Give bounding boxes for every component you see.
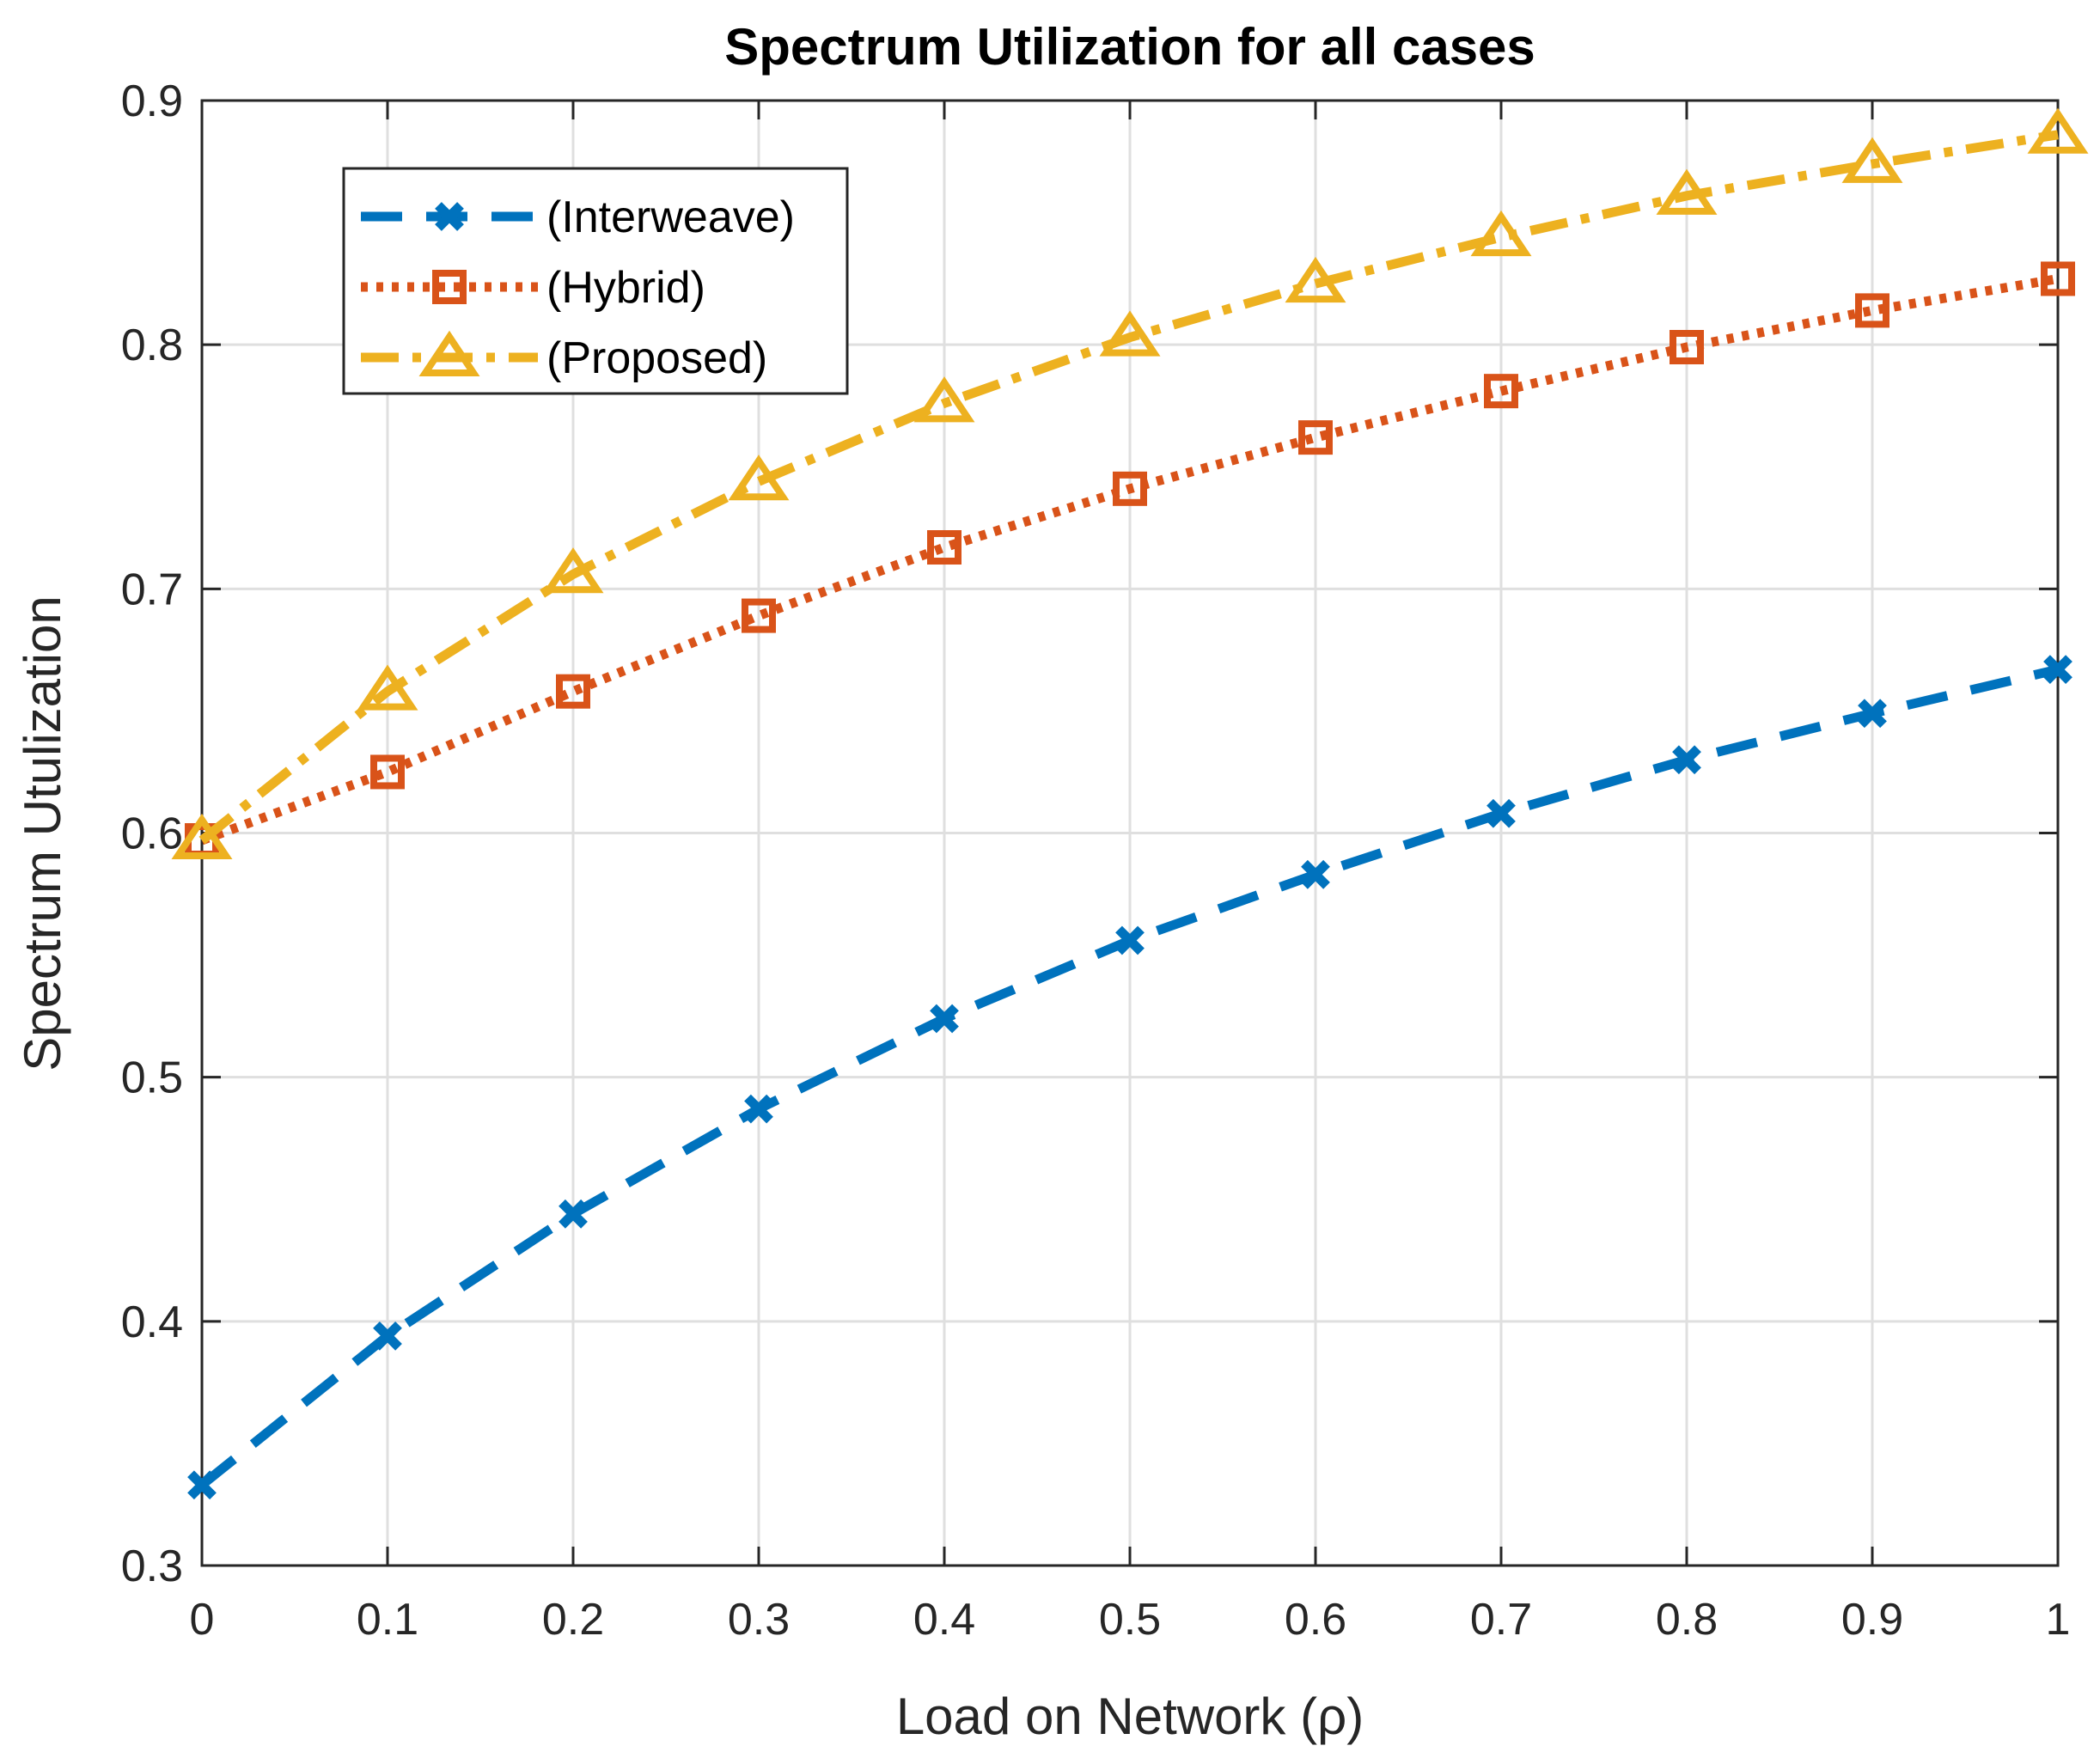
data-point-square-marker — [1298, 420, 1333, 455]
y-tick-label: 0.6 — [121, 809, 183, 859]
x-axis-label: Load on Network (ρ) — [896, 1688, 1364, 1745]
y-tick-label: 0.3 — [121, 1541, 183, 1591]
data-point-x-marker — [1115, 925, 1145, 955]
data-point-x-marker — [187, 1470, 217, 1500]
data-point-triangle-marker — [728, 455, 790, 501]
series-line — [200, 274, 2059, 845]
x-tick-label: 0.9 — [1841, 1595, 1903, 1645]
data-point-square-marker — [927, 530, 961, 565]
y-axis-label: Spectrum Utulization — [14, 595, 71, 1071]
x-tick-label: 0.4 — [913, 1595, 975, 1645]
data-point-triangle-marker — [2027, 107, 2089, 154]
series-line — [198, 130, 2059, 845]
legend-label: (Proposed) — [546, 333, 767, 383]
data-point-square-marker — [1113, 471, 1147, 506]
plot-frame — [200, 99, 2060, 1567]
legend-item: (Interweave) — [361, 192, 795, 242]
x-tick-label: 0.3 — [728, 1595, 790, 1645]
x-tick-label: 0.2 — [542, 1595, 604, 1645]
data-point-square-marker — [2041, 261, 2075, 296]
y-tick-label: 0.9 — [121, 76, 183, 126]
data-point-triangle-marker — [171, 813, 233, 860]
y-tick-label: 0.7 — [121, 565, 183, 614]
x-tick-label: 0.1 — [357, 1595, 418, 1645]
data-point-triangle-marker — [418, 330, 480, 376]
data-point-square-marker — [1855, 293, 1889, 328]
legend-box — [342, 167, 849, 395]
data-point-x-marker — [744, 1094, 773, 1124]
legend-label: (Hybrid) — [546, 263, 705, 313]
data-point-square-marker — [556, 674, 590, 709]
data-point-x-marker — [2043, 655, 2073, 684]
data-point-square-marker — [742, 598, 776, 633]
data-point-x-marker — [373, 1321, 402, 1351]
data-point-triangle-marker — [357, 664, 418, 711]
data-point-x-marker — [930, 1004, 959, 1034]
x-tick-label: 0.5 — [1099, 1595, 1161, 1645]
series-interweave — [187, 655, 2073, 1500]
chart-title: Spectrum Utilization for all cases — [724, 18, 1535, 76]
legend-item: (Hybrid) — [361, 263, 705, 313]
data-point-x-marker — [435, 202, 464, 231]
x-tick-label: 1 — [2046, 1595, 2071, 1645]
data-point-x-marker — [1486, 798, 1516, 828]
data-point-triangle-marker — [913, 376, 975, 423]
data-point-x-marker — [1858, 699, 1887, 729]
data-point-x-marker — [1301, 859, 1330, 889]
series-layer — [171, 107, 2089, 1500]
data-point-square-marker — [1670, 330, 1704, 365]
series-proposed — [171, 107, 2089, 860]
axis-ticks: 0 0.1 0.2 0.3 0.4 0.5 0.6 0.7 0.8 0.9 1 0.3 0.4 0.5 0.… — [121, 76, 2071, 1645]
x-tick-label: 0.7 — [1470, 1595, 1532, 1645]
y-tick-label: 0.5 — [121, 1053, 183, 1103]
data-point-triangle-marker — [1099, 310, 1161, 357]
y-tick-label: 0.8 — [121, 320, 183, 370]
legend-item: (Proposed) — [361, 330, 767, 383]
data-point-triangle-marker — [1656, 168, 1718, 215]
data-point-triangle-marker — [1470, 210, 1532, 257]
x-tick-label: 0.6 — [1285, 1595, 1346, 1645]
data-point-x-marker — [1672, 745, 1701, 775]
data-point-square-marker — [370, 754, 405, 790]
data-point-square-marker — [1484, 374, 1518, 409]
legend-label: (Interweave) — [546, 192, 795, 242]
data-point-x-marker — [559, 1199, 588, 1229]
series-hybrid — [185, 261, 2075, 858]
data-point-triangle-marker — [1841, 137, 1903, 183]
data-point-triangle-marker — [1285, 256, 1346, 303]
x-tick-label: 0.8 — [1656, 1595, 1718, 1645]
legend: (Interweave) (Hybrid) (Proposed) — [342, 167, 849, 395]
x-tick-label: 0 — [190, 1595, 215, 1645]
data-point-square-marker — [432, 270, 467, 304]
y-tick-label: 0.4 — [121, 1297, 183, 1347]
grid — [202, 101, 2058, 1566]
data-point-triangle-marker — [542, 547, 604, 594]
